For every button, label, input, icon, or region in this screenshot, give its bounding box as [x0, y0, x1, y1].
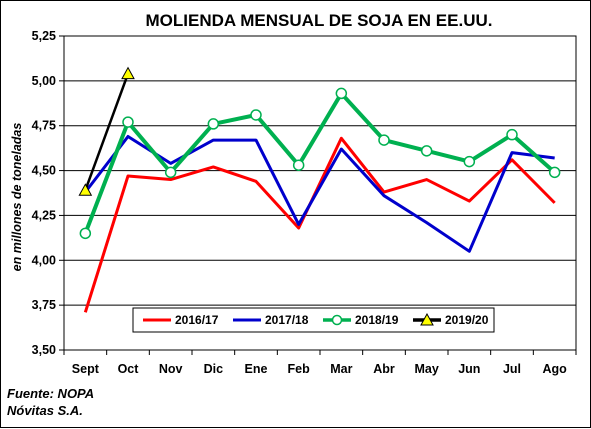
series-line-2019-20	[84, 73, 130, 191]
x-tick-label-jun: Jun	[458, 362, 480, 376]
x-tick-label-may: May	[415, 362, 439, 376]
legend-marker-2019-20	[420, 312, 434, 326]
y-tick-label-7: 5,25	[32, 29, 56, 43]
plot-area: 3,50 3,75 4,00 4,25 4,50 4,75 5,00 5,25 Sept Oct N…	[32, 29, 577, 376]
y-tick-label-6: 5,00	[32, 74, 56, 88]
point-2018-19-sept	[79, 227, 92, 240]
x-tick-label-sept: Sept	[72, 362, 100, 376]
series-line-2016-17	[83, 136, 556, 313]
y-axis-label: en millones de toneladas	[10, 123, 24, 272]
x-tick-label-feb: Feb	[288, 362, 311, 376]
point-2018-19-ene	[250, 109, 262, 121]
point-2018-19-may	[420, 145, 433, 157]
legend-label-2018-19: 2018/19	[355, 313, 399, 327]
legend-label-2019-20: 2019/20	[445, 313, 489, 327]
point-2018-19-feb	[292, 159, 305, 171]
point-2019-20-sept	[78, 183, 93, 196]
legend-label-2017-18: 2017/18	[265, 313, 309, 327]
y-tick-label-3: 4,25	[32, 208, 56, 222]
x-tick-label-mar: Mar	[330, 362, 352, 376]
point-2019-20-oct	[121, 66, 135, 80]
point-2018-19-dic	[207, 118, 220, 130]
x-tick-label-abr: Abr	[373, 362, 395, 376]
source-line-1: Fuente: NOPA	[7, 386, 94, 401]
y-tick-label-1: 3,75	[32, 298, 56, 312]
x-tick-label-ago: Ago	[543, 362, 568, 376]
legend-marker-2018-19	[331, 314, 343, 326]
source-line-2: Nóvitas S.A.	[7, 403, 83, 418]
legend-label-2016-17: 2016/17	[175, 313, 219, 327]
point-2018-19-jun	[463, 155, 476, 168]
y-tick-label-5: 4,75	[32, 119, 56, 133]
y-tick-label-0: 3,50	[32, 343, 56, 357]
x-tick-label-nov: Nov	[159, 362, 183, 376]
legend: 2016/17 2017/18 2018/19 2019/20	[132, 307, 495, 333]
y-tick-label-2: 4,00	[32, 253, 56, 267]
x-tick-label-ene: Ene	[245, 362, 268, 376]
series-line-2017-18	[84, 134, 555, 253]
plot-border	[63, 35, 577, 351]
chart-title: MOLIENDA MENSUAL DE SOJA EN EE.UU.	[146, 11, 493, 30]
series-line-2018-19	[83, 91, 556, 235]
point-2018-19-mar	[335, 87, 348, 100]
x-tick-label-jul: Jul	[503, 362, 521, 376]
y-tick-label-4: 4,50	[32, 164, 56, 178]
point-2018-19-jul	[506, 128, 518, 141]
point-2018-19-nov	[164, 166, 177, 179]
point-2018-19-ago	[548, 166, 561, 179]
x-tick-label-dic: Dic	[204, 362, 224, 376]
point-2018-19-oct	[122, 116, 134, 128]
x-tick-label-oct: Oct	[118, 362, 140, 376]
point-2018-19-abr	[378, 134, 390, 146]
